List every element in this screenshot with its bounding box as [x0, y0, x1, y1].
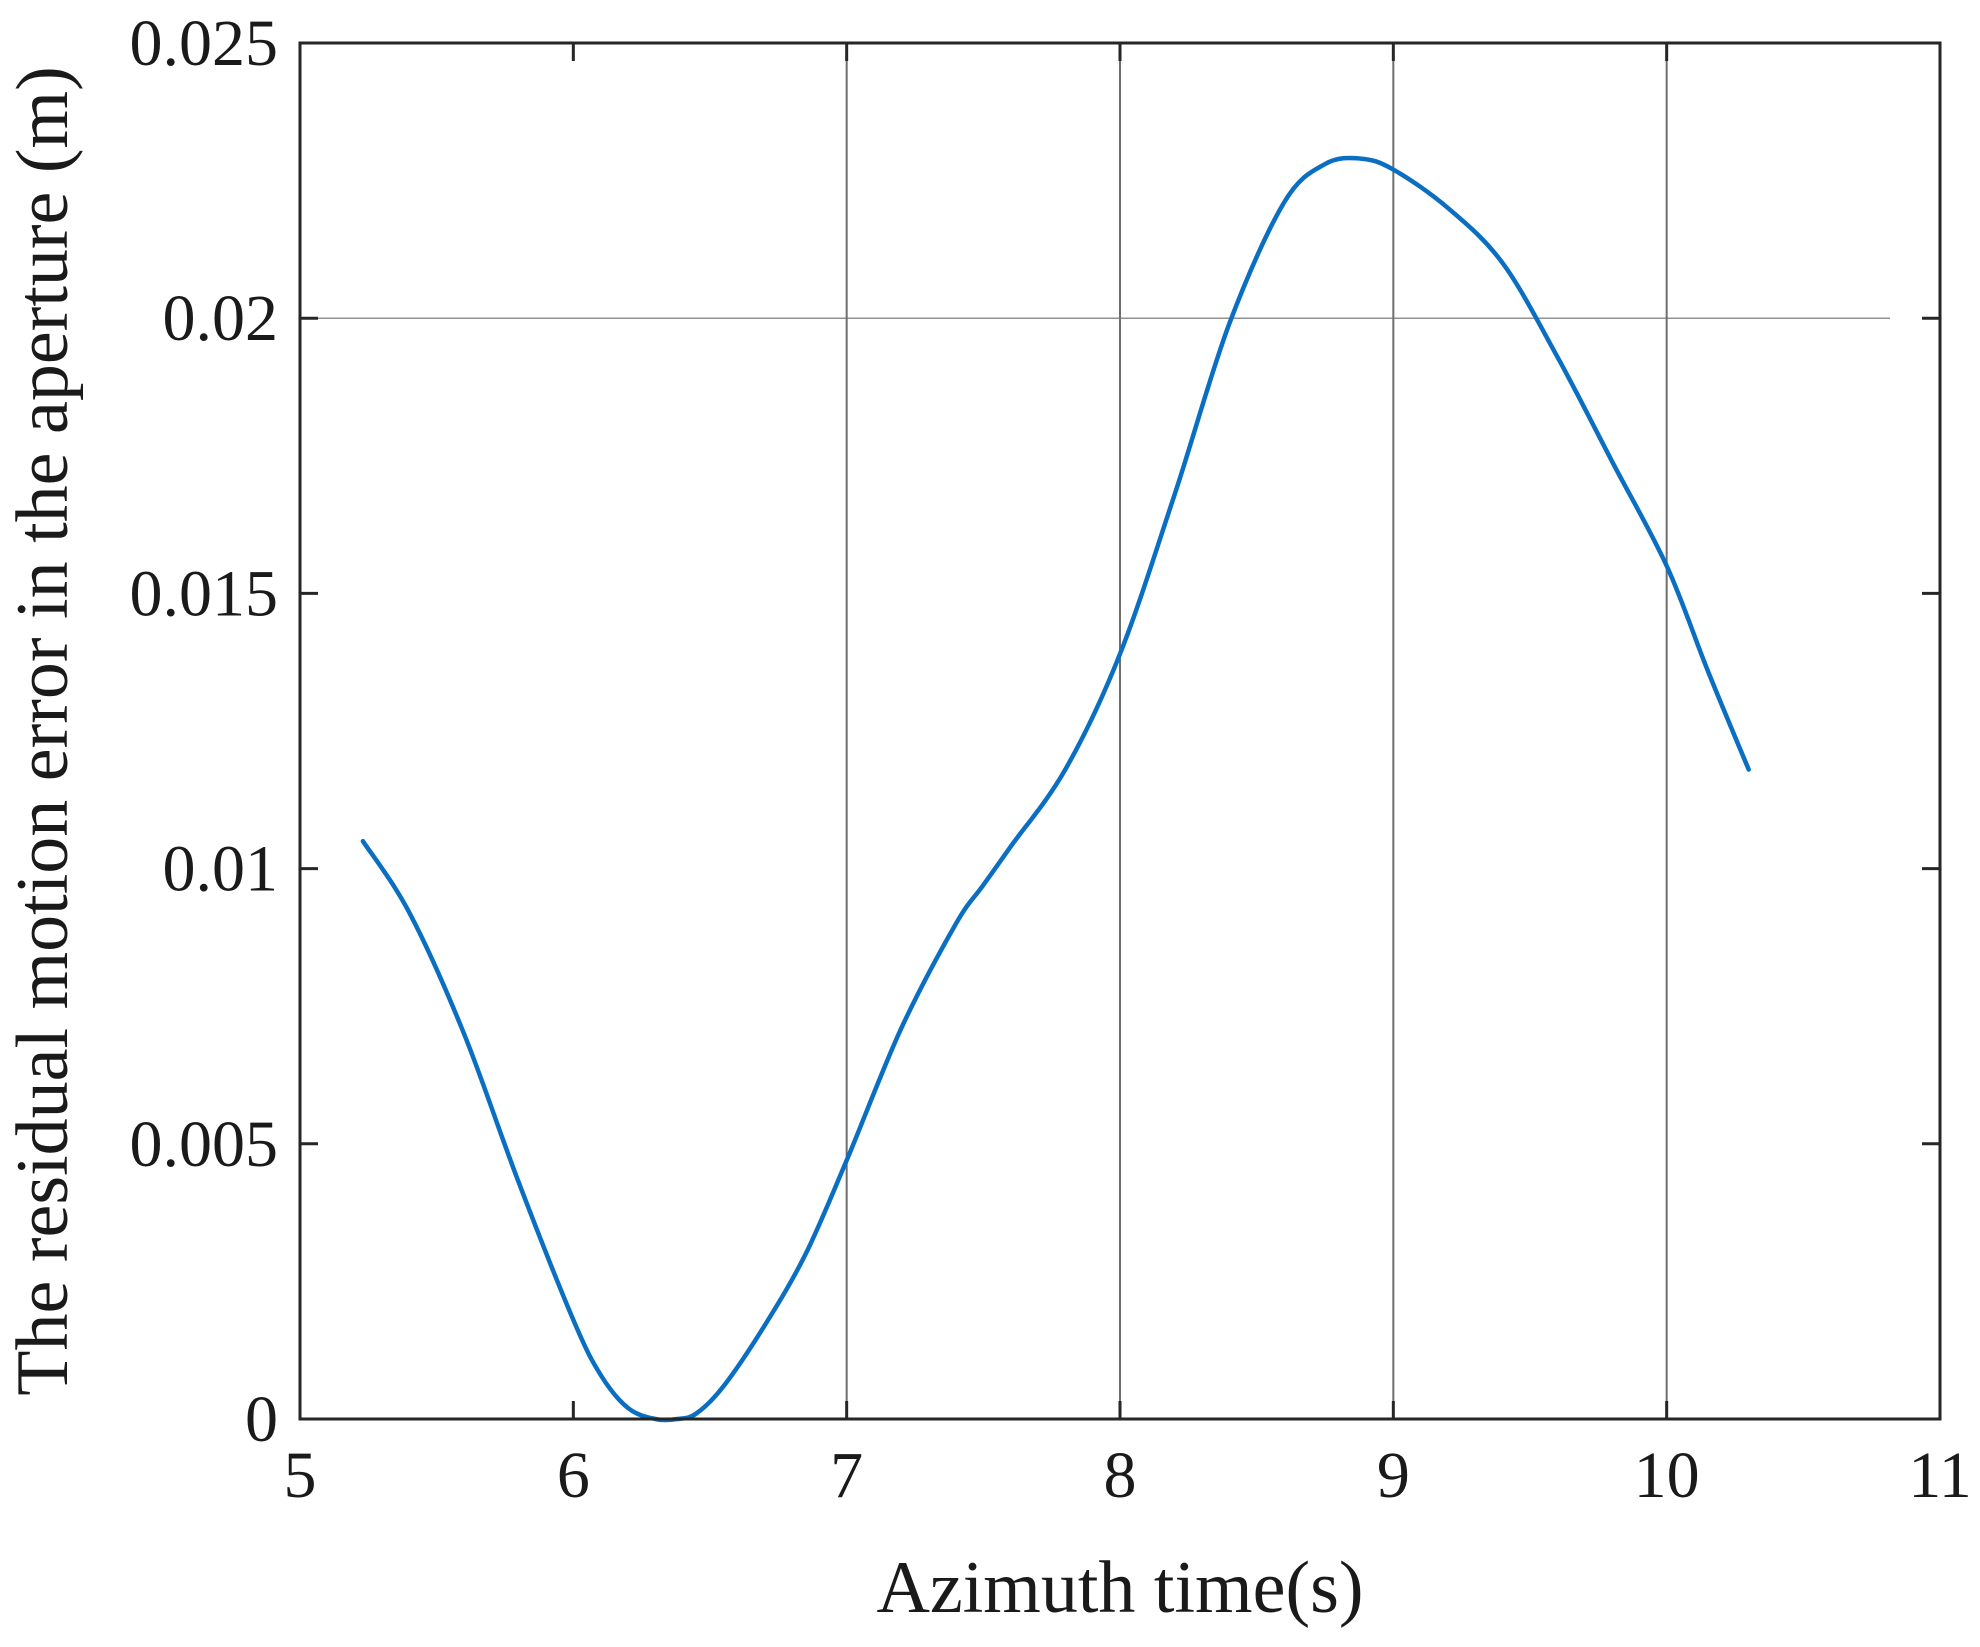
ticks	[298, 41, 1942, 1421]
x-tick-label: 11	[1908, 1439, 1972, 1512]
y-axis-title: The residual motion error in the apertur…	[2, 66, 84, 1395]
y-tick-label: 0.01	[163, 833, 279, 906]
x-tick-label: 7	[830, 1439, 863, 1512]
x-tick-label: 9	[1377, 1439, 1410, 1512]
y-tick-label: 0.005	[130, 1108, 279, 1181]
x-axis-title: Azimuth time(s)	[876, 1547, 1363, 1629]
series-layer	[360, 155, 1751, 1423]
x-tick-label: 8	[1104, 1439, 1137, 1512]
tick-labels: 5 6 7 8 9 10 11 0 0.005 0.01 0.015 0.02 0.025	[130, 7, 1972, 1512]
series-line-0	[360, 155, 1751, 1423]
grid	[300, 43, 1890, 1419]
y-tick-label: 0	[245, 1383, 278, 1456]
x-tick-label: 6	[557, 1439, 590, 1512]
y-tick-label: 0.02	[163, 282, 279, 355]
x-tick-label: 10	[1634, 1439, 1700, 1512]
y-tick-label: 0.015	[130, 557, 279, 630]
y-tick-label: 0.025	[130, 7, 279, 80]
x-tick-label: 5	[284, 1439, 317, 1512]
